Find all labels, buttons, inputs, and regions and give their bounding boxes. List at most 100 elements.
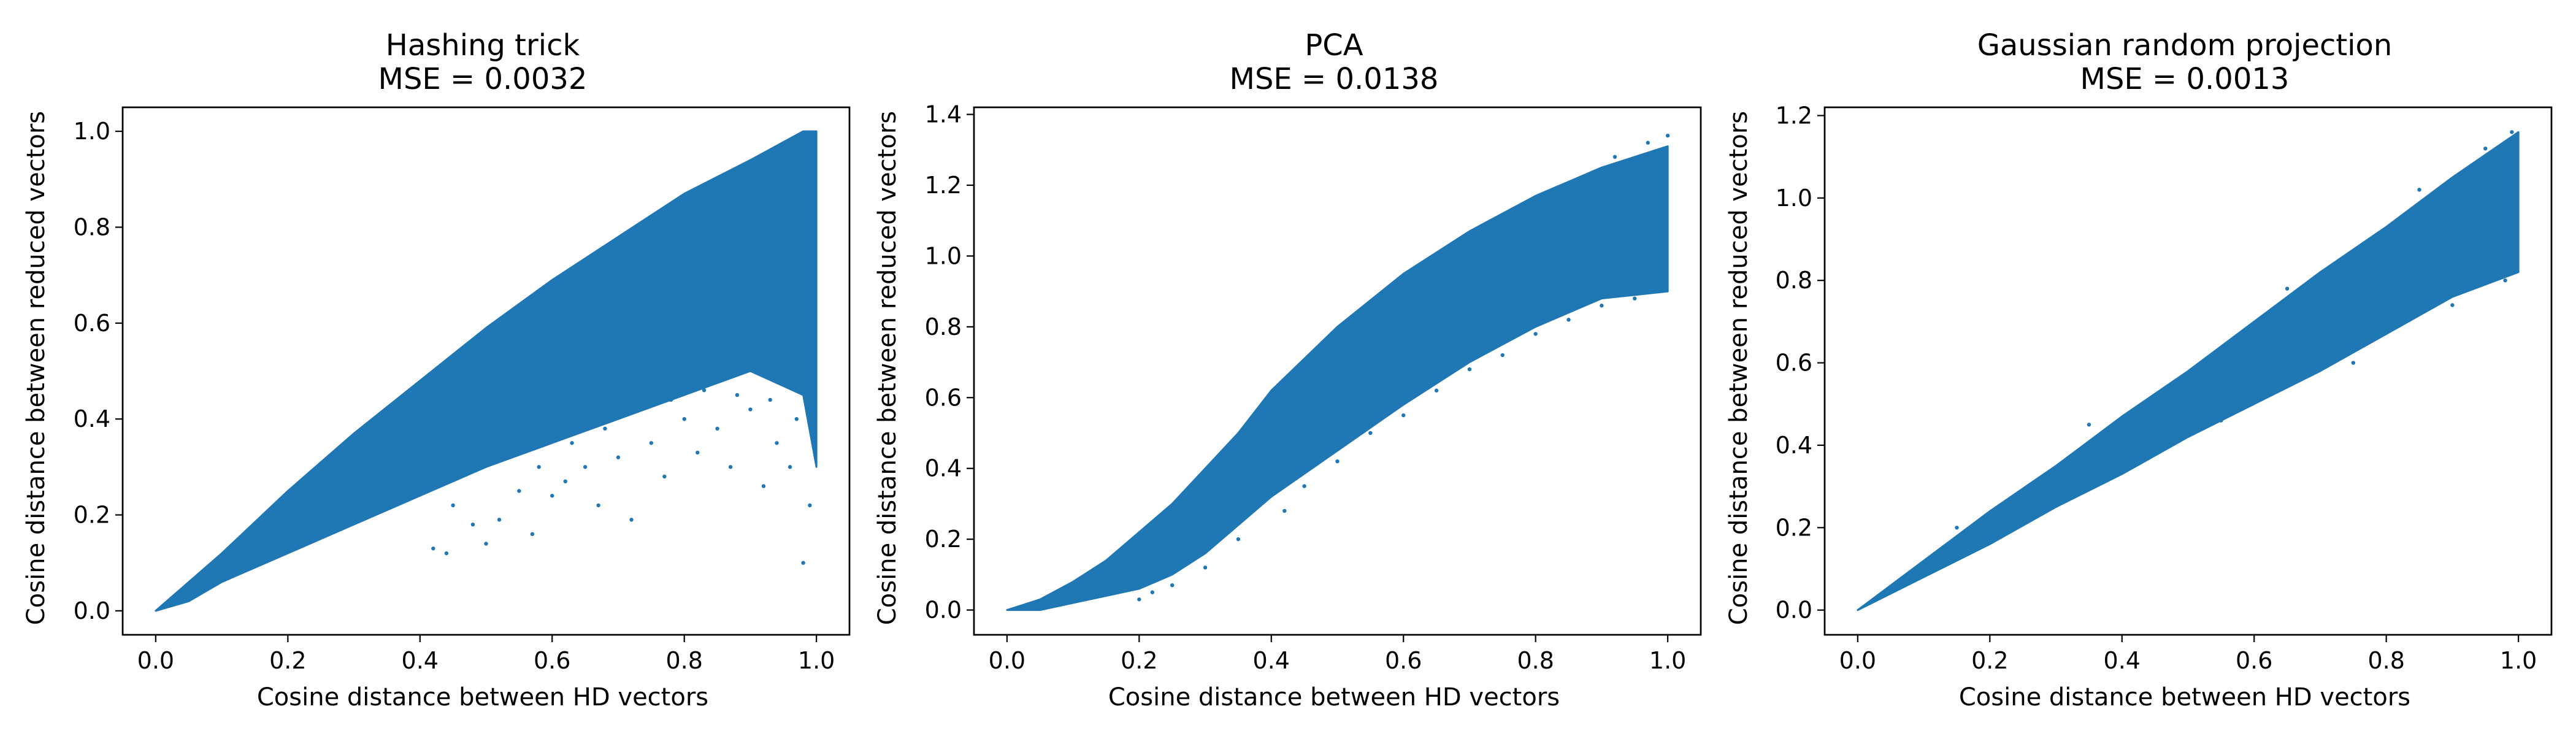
y-tick-label: 1.0 xyxy=(1776,185,1812,212)
scatter-point xyxy=(1434,388,1439,393)
y-tick-label: 0.4 xyxy=(74,405,110,432)
scatter-point xyxy=(451,503,455,508)
scatter-point xyxy=(2510,130,2514,134)
x-tick-label: 0.0 xyxy=(989,647,1025,674)
scatter-point xyxy=(1467,367,1472,372)
scatter-point xyxy=(2087,423,2091,427)
scatter-point xyxy=(636,407,640,412)
y-tick-label: 0.8 xyxy=(74,213,110,240)
scatter-point xyxy=(794,416,799,421)
x-tick-label: 1.0 xyxy=(2500,647,2537,674)
y-tick-label: 0.8 xyxy=(925,313,962,340)
panel-pca: PCA MSE = 0.0138 0.0 0.2 0.4 0.6 0.8 1.00.00.… xyxy=(873,28,1702,711)
y-tick-label: 0.6 xyxy=(74,310,110,337)
scatter-point xyxy=(444,551,449,556)
scatter-point xyxy=(662,474,667,479)
scatter-point xyxy=(1137,597,1141,602)
scatter-point xyxy=(583,465,588,469)
y-tick-label: 0.0 xyxy=(74,597,110,624)
scatter-point xyxy=(1612,155,1617,159)
y-tick-label: 1.4 xyxy=(925,101,962,128)
scatter-point xyxy=(715,426,719,431)
y-tick-label: 0.2 xyxy=(74,502,110,529)
scatter-point xyxy=(1203,565,1208,570)
scatter-density-band xyxy=(1857,131,2520,611)
y-tick-label: 0.4 xyxy=(1776,432,1812,459)
scatter-point xyxy=(702,388,707,393)
x-tick-label: 0.6 xyxy=(1385,647,1422,674)
scatter-point xyxy=(2351,361,2356,365)
scatter-point xyxy=(563,479,567,484)
scatter-point xyxy=(603,426,607,431)
scatter-point xyxy=(649,441,654,445)
scatter-point xyxy=(735,393,740,397)
x-tick-label: 1.0 xyxy=(798,647,835,674)
axes-frame xyxy=(121,106,851,636)
panel-subtitle: MSE = 0.0013 xyxy=(2080,62,2290,96)
scatter-point xyxy=(1646,140,1650,145)
scatter-point xyxy=(682,416,686,421)
y-tick-label: 0.6 xyxy=(925,384,962,411)
scatter-point xyxy=(1335,459,1340,464)
x-tick-label: 0.4 xyxy=(402,647,439,674)
x-tick-label: 0.2 xyxy=(269,647,306,674)
panel-hashing-trick: Hashing trick MSE = 0.0032 0.0 0.2 0.4 0.6 0… xyxy=(22,28,851,711)
scatter-point xyxy=(550,494,554,498)
x-tick-label: 0.2 xyxy=(1121,647,1157,674)
scatter-point xyxy=(1500,353,1505,358)
x-tick-label: 0.0 xyxy=(137,647,174,674)
x-tick-label: 0.0 xyxy=(1839,647,1876,674)
scatter-point xyxy=(1633,296,1637,301)
plot-area: 0.0 0.2 0.4 0.6 0.8 1.0 0.0 0.2 0.4 0.6 0.8 1.0 1.2 xyxy=(1776,102,2553,674)
scatter-point xyxy=(1368,431,1373,435)
scatter-point xyxy=(801,561,805,565)
scatter-point xyxy=(1236,537,1241,542)
scatter-density-band xyxy=(155,130,818,612)
x-tick-label: 1.0 xyxy=(1649,647,1686,674)
x-tick-label: 0.4 xyxy=(1253,647,1290,674)
x-axis-label: Cosine distance between HD vectors xyxy=(1108,683,1560,711)
scatter-point xyxy=(596,503,600,508)
scatter-point xyxy=(570,441,574,445)
panel-gaussian-random-projection: Gaussian random projection MSE = 0.0013 … xyxy=(1725,28,2553,711)
scatter-point xyxy=(1401,413,1406,418)
scatter-point xyxy=(2483,146,2488,151)
scatter-point xyxy=(696,450,700,455)
x-tick-label: 0.4 xyxy=(2104,647,2141,674)
scatter-point xyxy=(748,407,753,412)
scatter-point xyxy=(616,455,621,459)
x-tick-label: 0.6 xyxy=(534,647,570,674)
y-tick-label: 0.8 xyxy=(1776,267,1812,294)
scatter-point xyxy=(484,542,488,546)
x-axis-label: Cosine distance between HD vectors xyxy=(257,683,708,711)
scatter-point xyxy=(1150,590,1155,594)
x-tick-label: 0.8 xyxy=(2367,647,2404,674)
scatter-point xyxy=(1282,508,1287,513)
scatter-point xyxy=(1566,318,1571,322)
scatter-point xyxy=(728,465,733,469)
scatter-point xyxy=(1302,484,1306,488)
scatter-point xyxy=(2417,188,2421,192)
scatter-point xyxy=(788,465,792,469)
y-axis-label: Cosine distance between reduced vectors xyxy=(1725,111,1753,625)
panel-title: Hashing trick xyxy=(386,28,580,63)
scatter-point xyxy=(768,397,772,402)
x-axis-label: Cosine distance between HD vectors xyxy=(1959,683,2410,711)
scatter-point xyxy=(1955,526,1959,530)
axes-frame xyxy=(1823,106,2553,636)
scatter-point xyxy=(2219,418,2223,423)
scatter-point xyxy=(808,503,812,508)
scatter-point xyxy=(1533,332,1538,336)
plot-area: 0.0 0.2 0.4 0.6 0.8 1.0 0.0 0.2 0.4 0.6 0.8 1.0 1.2 1… xyxy=(925,101,1702,674)
y-tick-label: 1.2 xyxy=(1776,102,1812,129)
y-tick-label: 0.0 xyxy=(925,597,962,624)
panel-title: Gaussian random projection xyxy=(1977,28,2393,63)
panel-subtitle: MSE = 0.0138 xyxy=(1230,62,1439,96)
scatter-point xyxy=(1665,133,1670,138)
scatter-point xyxy=(669,397,673,402)
axes-frame xyxy=(973,106,1702,636)
x-tick-label: 0.8 xyxy=(1517,647,1554,674)
scatter-point xyxy=(775,441,779,445)
